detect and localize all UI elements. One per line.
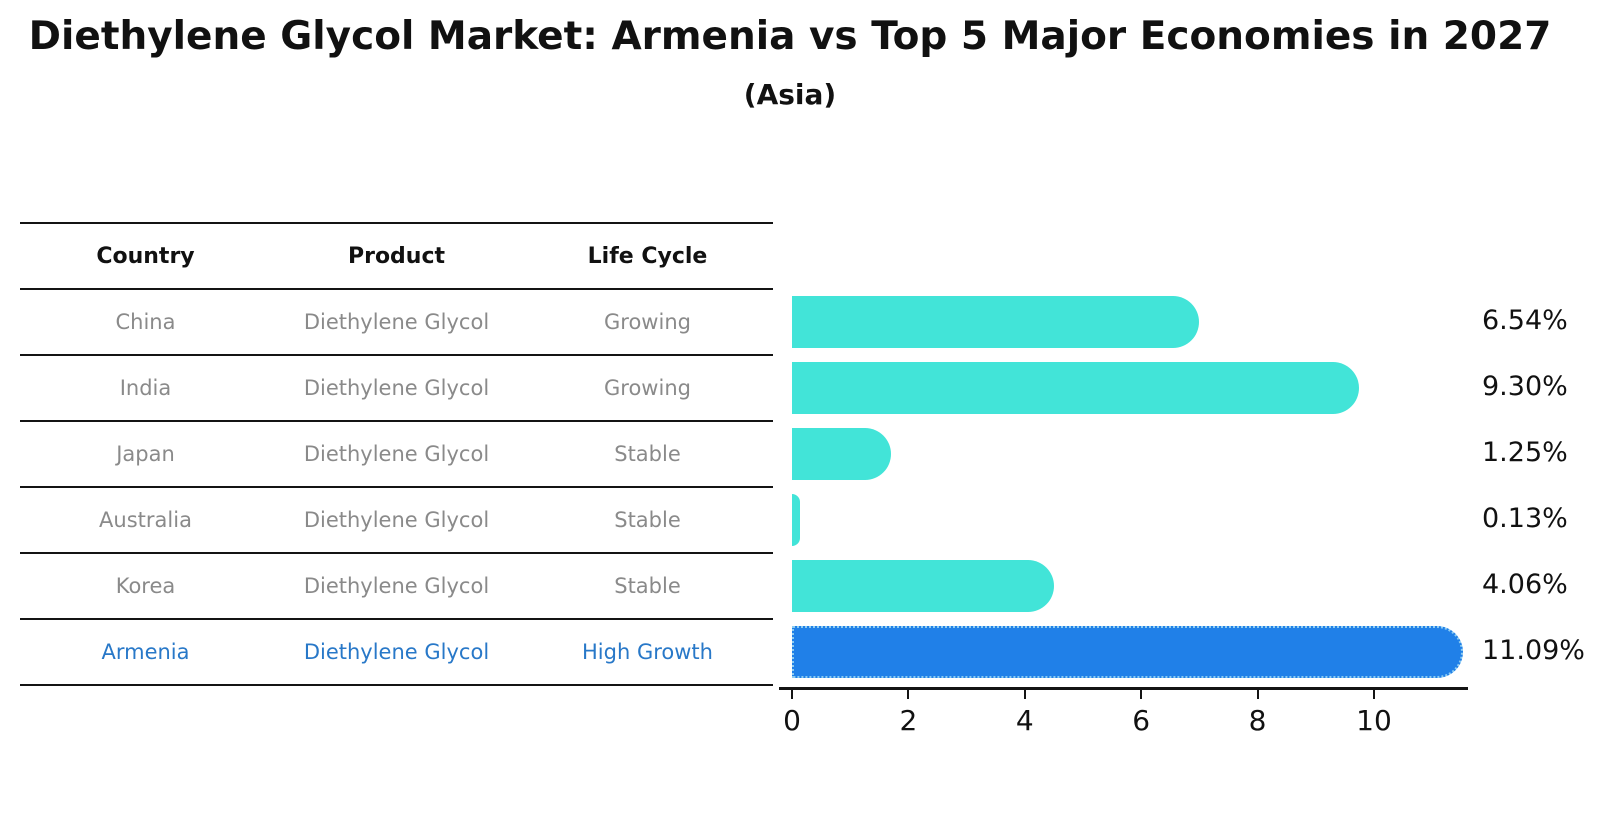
country-cell: China	[115, 310, 176, 334]
x-tick	[1023, 690, 1026, 699]
product-cell: Diethylene Glycol	[303, 376, 490, 400]
x-tick	[1140, 690, 1143, 699]
chart-subtitle: (Asia)	[743, 78, 837, 111]
country-cell: Korea	[115, 574, 176, 598]
country-cell: Australia	[99, 508, 192, 532]
life-cycle-cell: Stable	[614, 574, 681, 598]
bar-australia	[792, 494, 800, 546]
bar-china	[792, 296, 1199, 348]
bar-value-label: 0.13%	[1482, 503, 1568, 534]
table-row: Australia Diethylene Glycol Stable	[20, 488, 773, 554]
x-tick-label: 6	[1132, 704, 1151, 737]
life-cycle-cell: Stable	[614, 508, 681, 532]
column-header-product: Product	[347, 243, 446, 269]
x-tick	[1256, 690, 1259, 699]
table-row: China Diethylene Glycol Growing	[20, 290, 773, 356]
x-tick	[791, 690, 793, 699]
life-cycle-cell: Stable	[614, 442, 681, 466]
table-row: Japan Diethylene Glycol Stable	[20, 422, 773, 488]
table-row: Armenia Diethylene Glycol High Growth	[20, 620, 773, 684]
chart-title: Diethylene Glycol Market: Armenia vs Top…	[28, 14, 1552, 59]
column-header-life-cycle: Life Cycle	[587, 243, 708, 269]
life-cycle-cell: Growing	[604, 376, 691, 400]
x-axis-line	[779, 687, 1468, 690]
product-cell: Diethylene Glycol	[303, 508, 490, 532]
column-header-country: Country	[96, 243, 195, 269]
bar-korea	[792, 560, 1055, 612]
bar-value-label: 6.54%	[1482, 305, 1568, 336]
life-cycle-cell: High Growth	[582, 640, 713, 664]
comparison-table: Country Product Life Cycle China Diethyle…	[20, 222, 773, 686]
product-cell: Diethylene Glycol	[303, 442, 490, 466]
bar-highlight-armenia	[792, 626, 1464, 678]
life-cycle-cell: Growing	[604, 310, 691, 334]
bar-value-label: 4.06%	[1482, 569, 1568, 600]
x-tick-label: 2	[899, 704, 918, 737]
x-tick-label: 8	[1248, 704, 1267, 737]
country-cell: Armenia	[101, 640, 190, 664]
bar-india	[792, 362, 1360, 414]
bar-chart: 0 2 4 6 8 10	[779, 222, 1468, 737]
x-tick-label: 0	[783, 704, 801, 737]
x-tick-label: 10	[1356, 704, 1392, 737]
table-header-row: Country Product Life Cycle	[20, 224, 773, 290]
bar-value-label: 1.25%	[1482, 437, 1568, 468]
product-cell: Diethylene Glycol	[303, 574, 490, 598]
table-body: China Diethylene Glycol Growing India Diethy…	[20, 290, 773, 684]
product-cell: Diethylene Glycol	[303, 310, 490, 334]
table-row: India Diethylene Glycol Growing	[20, 356, 773, 422]
x-tick	[1373, 690, 1375, 699]
country-cell: India	[119, 376, 172, 400]
product-cell: Diethylene Glycol	[303, 640, 490, 664]
bar-japan	[792, 428, 891, 480]
bar-value-label: 11.09%	[1482, 635, 1585, 666]
table-row: Korea Diethylene Glycol Stable	[20, 554, 773, 620]
country-cell: Japan	[116, 442, 175, 466]
x-tick-label: 4	[1015, 704, 1034, 737]
x-tick	[907, 690, 910, 699]
bar-value-label: 9.30%	[1482, 371, 1568, 402]
